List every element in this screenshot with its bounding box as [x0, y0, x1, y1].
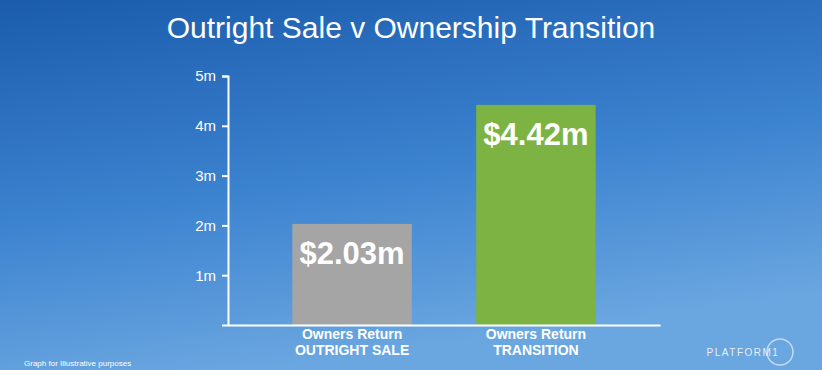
x-tick: Owners ReturnOUTRIGHT SALE: [295, 325, 409, 358]
y-tick: 2m: [195, 217, 228, 234]
y-tick-mark: [222, 225, 228, 227]
x-tick-label-line: OUTRIGHT SALE: [295, 342, 409, 358]
bar: [476, 105, 595, 325]
y-axis-line: [222, 77, 229, 326]
background: [0, 0, 822, 370]
plot: 1m2m3m4m5mOwners ReturnOUTRIGHT SALEOwne…: [195, 67, 660, 358]
y-tick-mark: [222, 275, 228, 277]
footnote: Graph for Illustrative purposes: [24, 359, 131, 368]
y-tick-label: 4m: [195, 117, 216, 134]
x-tick-label-line: TRANSITION: [493, 342, 579, 358]
y-tick-mark: [222, 125, 228, 127]
y-tick-label: 2m: [195, 217, 216, 234]
bar: [292, 224, 411, 325]
y-tick-mark: [222, 76, 228, 78]
x-axis-line: [229, 325, 661, 327]
data-label: $4.42m: [483, 117, 588, 152]
y-tick: 3m: [195, 167, 228, 184]
x-tick-label: Owners ReturnOUTRIGHT SALE: [295, 326, 409, 358]
x-tick-label-line: Owners Return: [302, 326, 402, 342]
y-tick-label: 3m: [195, 167, 216, 184]
y-tick-label: 5m: [195, 67, 216, 84]
logo: PLATFORM1: [707, 347, 780, 358]
y-tick-label: 1m: [195, 267, 216, 284]
bars: [292, 105, 595, 325]
x-tick-label-line: Owners Return: [486, 326, 586, 342]
x-axis: Owners ReturnOUTRIGHT SALEOwners ReturnT…: [229, 325, 661, 358]
data-labels: $2.03m $4.42m: [300, 117, 589, 271]
y-tick-mark: [222, 175, 228, 177]
data-label: $2.03m: [300, 236, 405, 271]
y-tick: 4m: [195, 117, 228, 134]
y-tick: 1m: [195, 267, 228, 284]
y-tick: 5m: [195, 67, 228, 84]
x-tick: Owners ReturnTRANSITION: [486, 325, 586, 358]
x-tick-label: Owners ReturnTRANSITION: [486, 326, 586, 358]
y-axis: 1m 2m 3m 4m 5m: [195, 67, 228, 325]
chart: Outright Sale v Ownership Transition 1m 2m…: [0, 0, 822, 370]
title: Outright Sale v Ownership Transition: [167, 11, 656, 44]
